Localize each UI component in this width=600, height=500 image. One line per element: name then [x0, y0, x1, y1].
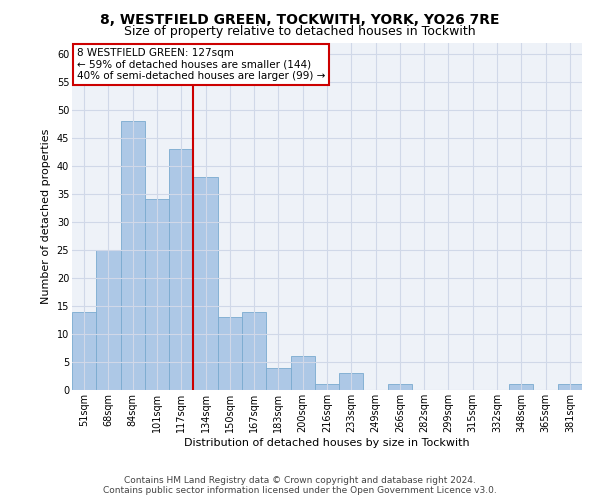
Text: Size of property relative to detached houses in Tockwith: Size of property relative to detached ho… — [124, 25, 476, 38]
X-axis label: Distribution of detached houses by size in Tockwith: Distribution of detached houses by size … — [184, 438, 470, 448]
Bar — [388, 384, 412, 390]
Bar — [509, 384, 533, 390]
Bar — [218, 317, 242, 390]
Bar — [72, 312, 96, 390]
Y-axis label: Number of detached properties: Number of detached properties — [41, 128, 51, 304]
Bar — [290, 356, 315, 390]
Bar — [96, 250, 121, 390]
Bar — [121, 121, 145, 390]
Bar — [558, 384, 582, 390]
Bar — [193, 177, 218, 390]
Bar — [169, 149, 193, 390]
Bar — [339, 373, 364, 390]
Bar — [266, 368, 290, 390]
Text: 8 WESTFIELD GREEN: 127sqm
← 59% of detached houses are smaller (144)
40% of semi: 8 WESTFIELD GREEN: 127sqm ← 59% of detac… — [77, 48, 325, 82]
Text: Contains HM Land Registry data © Crown copyright and database right 2024.
Contai: Contains HM Land Registry data © Crown c… — [103, 476, 497, 495]
Bar — [145, 200, 169, 390]
Bar — [242, 312, 266, 390]
Bar — [315, 384, 339, 390]
Text: 8, WESTFIELD GREEN, TOCKWITH, YORK, YO26 7RE: 8, WESTFIELD GREEN, TOCKWITH, YORK, YO26… — [100, 12, 500, 26]
